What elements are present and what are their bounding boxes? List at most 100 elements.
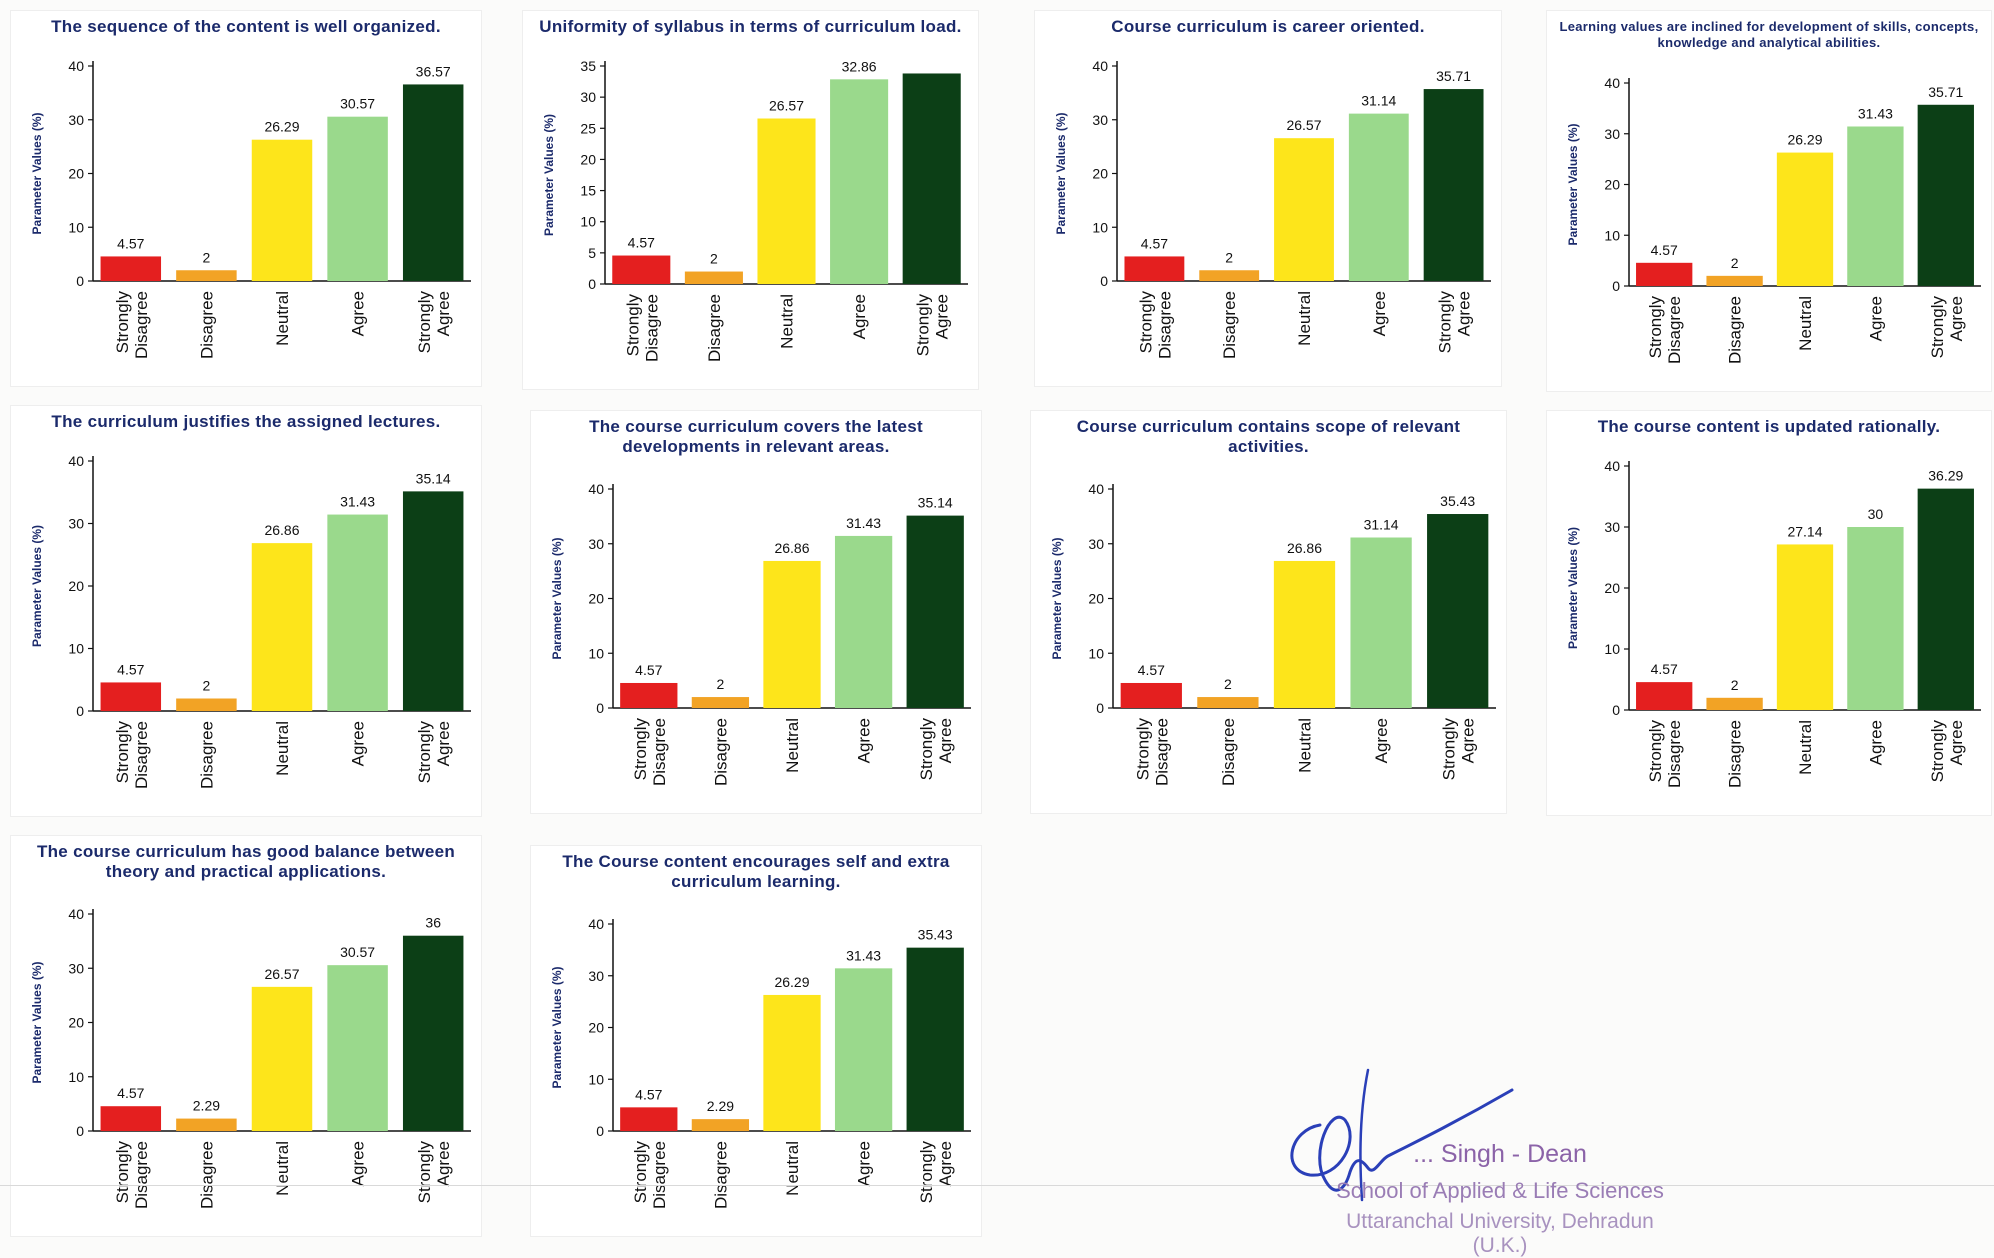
category-label: Disagree [1726, 720, 1745, 788]
bar-chart: Parameter Values (%) 0 10 20 30 40 4.57 Strongl… [1566, 458, 1981, 789]
category-label: StronglyDisagree [623, 294, 661, 363]
chart-panel: Learning values are inclined for develop… [1546, 10, 1992, 392]
y-tick-label: 10 [1088, 645, 1104, 661]
bar-value-label: 30 [1868, 506, 1884, 522]
chart-title: The curriculum justifies the assigned le… [51, 412, 441, 431]
y-tick-label: 40 [1604, 75, 1620, 91]
bar-value-label: 26.57 [1286, 117, 1321, 133]
y-tick-label: 0 [76, 273, 84, 289]
category-label: Agree [855, 1141, 874, 1186]
bar-value-label: 4.57 [117, 661, 144, 677]
category-label: Disagree [197, 1141, 216, 1209]
bar-value-label: 4.57 [1141, 235, 1168, 251]
signatory-university: Uttaranchal University, Dehradun (U.K.) [1346, 1210, 1654, 1257]
bar-value-label: 2 [1224, 676, 1232, 692]
bar [327, 965, 388, 1131]
chart-title: The Course content encourages self and e… [562, 852, 950, 891]
y-tick-label: 0 [76, 703, 84, 719]
bar-value-label: 31.43 [846, 515, 881, 531]
y-tick-label: 30 [1092, 112, 1108, 128]
bar-value-label: 31.14 [1364, 517, 1399, 533]
bar [612, 255, 671, 284]
y-tick-label: 20 [588, 1020, 604, 1036]
category-label: StronglyAgree [1928, 720, 1966, 783]
bar-value-label: 26.57 [264, 966, 299, 982]
bar-value-label: 4.57 [1651, 242, 1678, 258]
bar-value-label: 36.29 [1928, 468, 1963, 484]
bar-chart: Parameter Values (%) 0 10 20 30 40 4.57 Strongl… [30, 58, 471, 359]
category-label: StronglyDisagree [113, 721, 151, 790]
bar-value-label: 2.29 [707, 1098, 734, 1114]
chart-panel: Uniformity of syllabus in terms of curri… [522, 10, 979, 390]
category-label: Agree [855, 718, 874, 763]
bar-value-label: 36 [425, 915, 441, 931]
chart-panel: The sequence of the content is well orga… [10, 10, 482, 387]
bar [1273, 560, 1336, 708]
bar [402, 935, 464, 1131]
chart-panel: The course curriculum has good balance b… [10, 835, 482, 1237]
bar-value-label: 26.86 [1287, 540, 1322, 556]
bar [251, 986, 313, 1131]
bar-chart: Parameter Values (%) 0 10 20 30 40 4.57 Strongl… [1054, 58, 1491, 359]
bar-value-label: 35.43 [918, 927, 953, 943]
category-label: Agree [349, 291, 368, 336]
y-tick-label: 20 [1604, 580, 1620, 596]
y-tick-label: 20 [68, 1015, 84, 1031]
bar-value-label: 2 [203, 249, 211, 265]
y-tick-label: 0 [1612, 702, 1620, 718]
category-label: Disagree [711, 718, 730, 786]
bar [1120, 682, 1182, 708]
y-tick-label: 40 [1088, 481, 1104, 497]
signatory-school: School of Applied & Life Sciences [1336, 1178, 1664, 1203]
dean-signature [1290, 1068, 1514, 1202]
bar-value-label: 4.57 [628, 235, 655, 251]
category-label: StronglyDisagree [1646, 720, 1684, 789]
y-tick-label: 40 [588, 916, 604, 932]
category-label: StronglyAgree [415, 291, 453, 354]
y-tick-label: 30 [1604, 126, 1620, 142]
y-tick-label: 30 [588, 536, 604, 552]
bar [1706, 275, 1763, 286]
category-label: StronglyDisagree [631, 1141, 669, 1210]
y-tick-label: 40 [588, 481, 604, 497]
category-label: StronglyAgree [917, 718, 955, 781]
y-tick-label: 5 [588, 245, 596, 261]
category-label: Neutral [273, 721, 292, 776]
bar [100, 682, 162, 711]
category-label: Disagree [197, 721, 216, 789]
bar-chart: Parameter Values (%) 0 10 20 30 40 4.57 Strongl… [1566, 75, 1981, 364]
y-tick-label: 20 [1092, 166, 1108, 182]
category-label: Neutral [1296, 718, 1315, 773]
bar-value-label: 26.57 [769, 98, 804, 114]
bar [1706, 697, 1763, 710]
chart-panel: The course content is updated rationally… [1546, 410, 1992, 816]
category-label: Agree [349, 721, 368, 766]
y-tick-label: 10 [68, 1069, 84, 1085]
y-axis-label: Parameter Values (%) [1054, 112, 1068, 234]
bar-value-label: 26.86 [264, 522, 299, 538]
y-tick-label: 20 [68, 578, 84, 594]
category-label: Neutral [778, 294, 797, 349]
bar [251, 139, 313, 281]
category-label: Agree [850, 294, 869, 339]
y-tick-label: 10 [1604, 227, 1620, 243]
y-tick-label: 40 [68, 906, 84, 922]
bar-value-label: 4.57 [635, 662, 662, 678]
bar-value-label: 35.43 [1440, 493, 1475, 509]
bar-chart: Parameter Values (%) 0 10 20 30 40 4.57 Strongl… [550, 481, 971, 786]
y-axis-label: Parameter Values (%) [550, 966, 564, 1088]
bar [1636, 682, 1693, 710]
bar-value-label: 2.29 [193, 1098, 220, 1114]
bar-value-label: 31.43 [340, 494, 375, 510]
bar [1776, 152, 1834, 286]
bar [834, 968, 893, 1131]
chart-panel: The course curriculum covers the latest … [530, 410, 982, 814]
bar-value-label: 36.57 [416, 63, 451, 79]
y-tick-label: 20 [1088, 591, 1104, 607]
chart-title: The sequence of the content is well orga… [51, 17, 441, 36]
bar-value-label: 30.57 [340, 96, 375, 112]
bar-value-label: 2 [717, 676, 725, 692]
y-tick-label: 10 [588, 1071, 604, 1087]
y-tick-label: 0 [596, 700, 604, 716]
